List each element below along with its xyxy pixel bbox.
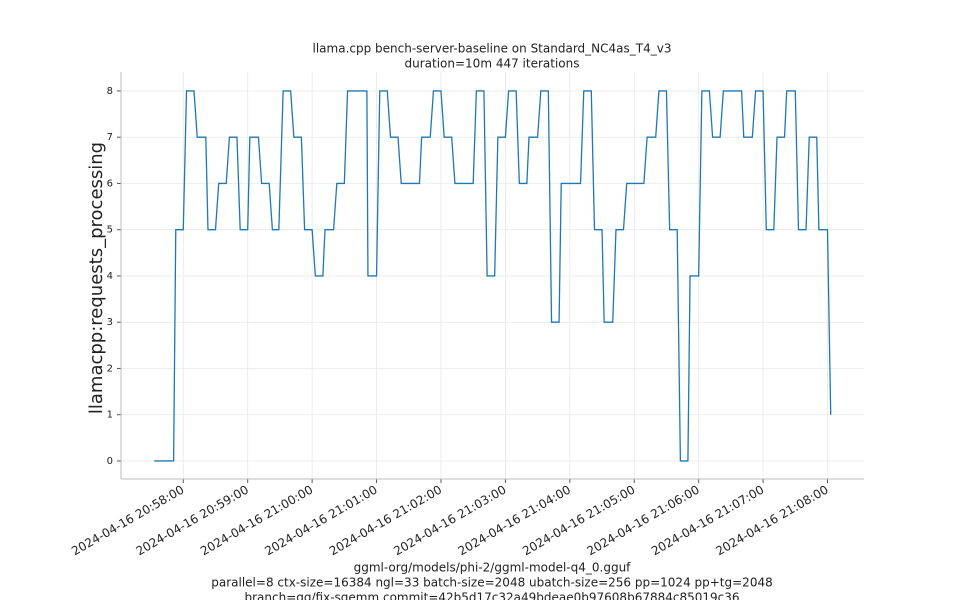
x-tick-label: 2024-04-16 21:07:00: [649, 483, 766, 559]
y-tick-label: 0: [107, 456, 113, 467]
x-tick-label: 2024-04-16 21:06:00: [585, 483, 702, 559]
x-tick-label: 2024-04-16 21:01:00: [262, 483, 379, 559]
y-tick-label: 2: [107, 363, 113, 374]
x-tick-label: 2024-04-16 21:04:00: [456, 483, 573, 559]
x-tick-label: 2024-04-16 20:58:00: [69, 483, 186, 559]
y-axis-label: llamacpp:requests_processing: [86, 142, 107, 414]
y-tick-label: 4: [107, 271, 113, 282]
data-line: [154, 90, 832, 462]
x-tick-label: 2024-04-16 20:59:00: [134, 483, 251, 559]
y-tick-label: 7: [107, 132, 113, 143]
y-tick-label: 3: [107, 317, 113, 328]
y-tick-label: 5: [107, 225, 113, 236]
y-tick-label: 6: [107, 178, 113, 189]
y-tick-label: 8: [107, 86, 113, 97]
x-axis-label: ggml-org/models/phi-2/ggml-model-q4_0.gg…: [354, 561, 632, 575]
x-tick-label: 2024-04-16 21:00:00: [198, 483, 315, 559]
x-tick-label: 2024-04-16 21:02:00: [327, 483, 444, 559]
y-tick-label: 1: [107, 410, 113, 421]
chart-title: llama.cpp bench-server-baseline on Stand…: [313, 42, 672, 56]
x-axis-label: branch=gg/fix-sgemm commit=42b5d17c32a49…: [245, 591, 740, 600]
x-tick-label: 2024-04-16 21:08:00: [713, 483, 830, 559]
x-tick-label: 2024-04-16 21:03:00: [391, 483, 508, 559]
chart-subtitle: duration=10m 447 iterations: [405, 57, 580, 71]
x-axis-label: parallel=8 ctx-size=16384 ngl=33 batch-s…: [211, 576, 772, 590]
x-tick-label: 2024-04-16 21:05:00: [520, 483, 637, 559]
